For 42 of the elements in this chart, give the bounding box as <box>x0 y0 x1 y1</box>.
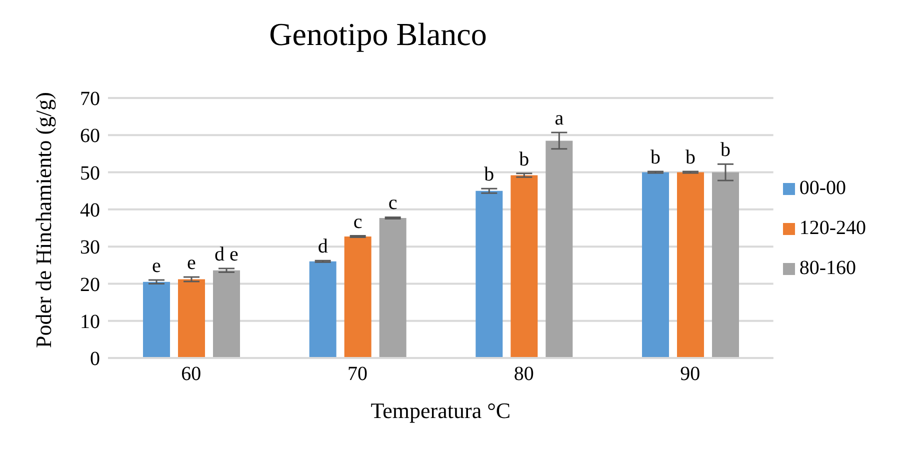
y-tick-label: 10 <box>80 310 100 333</box>
bar <box>178 279 205 358</box>
bar <box>712 172 739 358</box>
data-label: e <box>187 252 196 274</box>
bar <box>510 175 538 358</box>
bar <box>379 218 406 358</box>
y-tick-label: 40 <box>80 200 100 222</box>
y-tick-label: 20 <box>80 274 100 296</box>
bar <box>546 140 573 358</box>
bar <box>476 190 503 358</box>
data-label: e <box>152 255 162 277</box>
legend-label: 00-00 <box>799 177 846 199</box>
data-label: d <box>318 236 328 258</box>
x-tick-label: 90 <box>680 363 700 386</box>
legend-label: 120-240 <box>799 217 866 239</box>
y-tick-label: 60 <box>80 125 100 148</box>
y-tick-label: 30 <box>80 236 100 259</box>
x-tick-label: 70 <box>348 363 368 386</box>
y-tick-label: 0 <box>90 348 100 370</box>
y-tick-label: 70 <box>80 88 100 110</box>
legend-label: 80-160 <box>799 257 856 279</box>
bar <box>213 270 240 358</box>
data-label: a <box>554 108 564 130</box>
y-tick-label: 50 <box>80 162 100 184</box>
data-label: b <box>685 146 696 169</box>
data-label: b <box>720 139 730 162</box>
y-axis-title: Poder de Hinchamiento (g/g) <box>30 92 56 348</box>
bar <box>143 282 170 358</box>
data-label: b <box>650 146 660 169</box>
data-label: c <box>388 192 398 214</box>
bar <box>344 236 372 358</box>
bar <box>309 261 336 358</box>
bar <box>642 172 669 358</box>
x-axis-title: Temperatura °C <box>370 398 511 423</box>
x-tick-label: 60 <box>181 363 202 386</box>
x-tick-label: 80 <box>514 363 534 386</box>
data-label: b <box>519 148 530 170</box>
chart-title: Genotipo Blanco <box>268 16 488 53</box>
data-label: d e <box>214 243 239 266</box>
bar <box>676 172 704 358</box>
data-label: c <box>353 210 362 233</box>
data-label: b <box>484 164 494 186</box>
